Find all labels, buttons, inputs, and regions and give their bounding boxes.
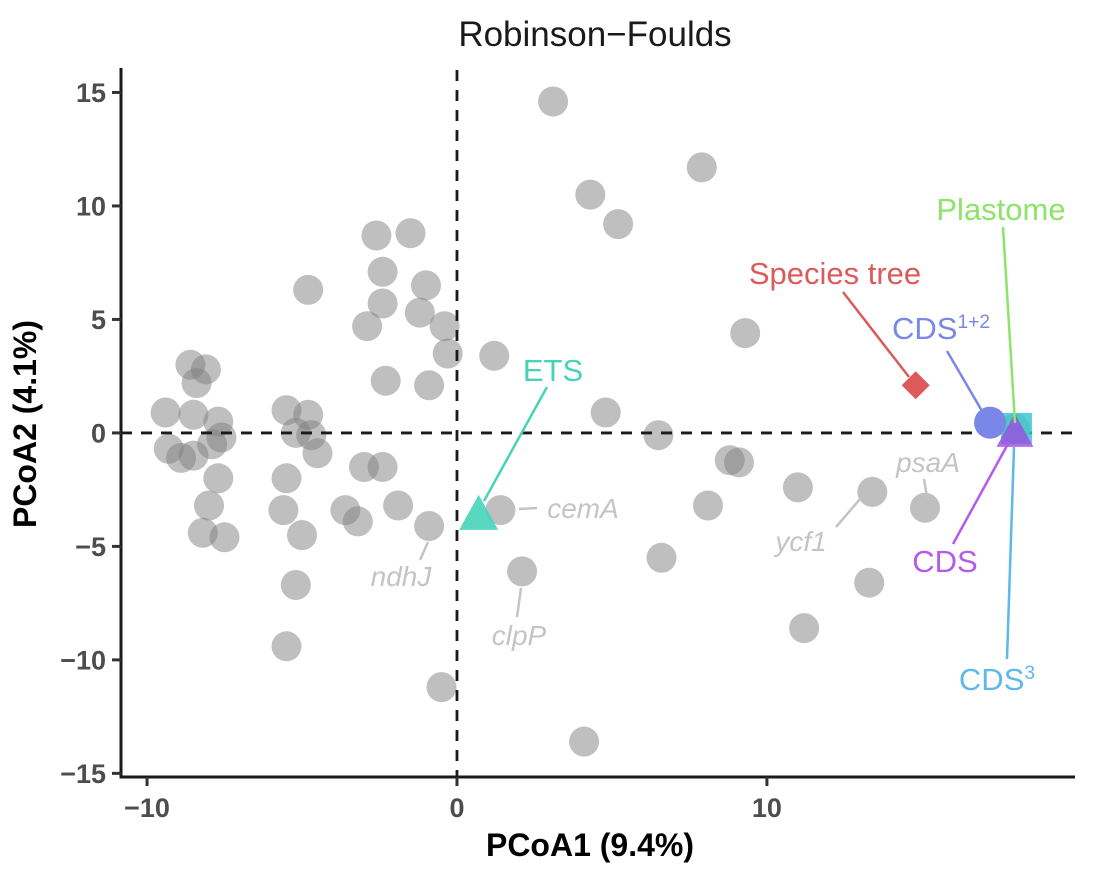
gray-point <box>206 422 237 453</box>
gray-point <box>910 492 940 523</box>
gray-point <box>271 463 302 494</box>
gray-point <box>414 370 445 401</box>
gray-point <box>782 472 813 503</box>
gray-point <box>395 218 426 249</box>
cds1-2-callout-line <box>945 350 984 412</box>
gene-ycf1-label: ycf1 <box>773 526 826 557</box>
gray-point <box>404 297 435 328</box>
gray-point <box>268 495 299 526</box>
gene-psaa-label: psaA <box>895 447 960 478</box>
ets-label: ETS <box>523 353 583 388</box>
plastome-callout-line <box>1001 226 1017 424</box>
gene-clpp-label: clpP <box>492 620 547 651</box>
gray-point <box>370 365 401 396</box>
gray-point <box>367 288 398 319</box>
axes-layer: −10 0 10 15 10 5 0 −5 −10 −15 <box>60 68 1075 823</box>
gray-point <box>411 270 441 301</box>
gray-point <box>485 495 516 526</box>
gray-point <box>479 340 510 371</box>
gray-point <box>203 463 234 494</box>
ets-callout-line <box>482 386 549 502</box>
gray-point <box>426 672 457 703</box>
y-tick-label: 10 <box>76 191 106 221</box>
gene-ycf1-callout-line <box>835 498 861 528</box>
y-tick-label: −10 <box>60 645 106 675</box>
ets-marker <box>459 494 499 530</box>
gray-point <box>361 220 392 251</box>
cds3-callout-line <box>1005 446 1016 660</box>
gray-point <box>854 567 885 598</box>
species-tree-marker <box>901 371 930 400</box>
gray-point <box>287 520 317 551</box>
y-tick-label: 15 <box>76 78 106 108</box>
gray-point <box>342 506 373 537</box>
gray-point <box>569 726 600 757</box>
gene-ndhj-label: ndhJ <box>371 561 433 592</box>
gray-point <box>209 522 240 553</box>
gray-point <box>789 613 820 644</box>
gray-point <box>352 311 383 342</box>
method-markers-layer <box>459 371 1034 530</box>
gray-point <box>280 570 311 600</box>
gene-ndhj-callout-line <box>418 541 430 561</box>
cds-callout-line <box>951 441 1011 545</box>
gray-point <box>367 256 398 287</box>
y-tick-label: −5 <box>75 532 106 562</box>
annotations-layer: ETS Species tree CDS1+2 Plastome CDS CDS3 cemA… <box>371 192 1066 697</box>
gene-psaa-callout-line <box>922 478 929 498</box>
x-axis-title: PCoA1 (9.4%) <box>486 827 694 863</box>
cds-marker <box>996 413 1034 447</box>
gray-point <box>150 397 181 428</box>
gray-point <box>432 338 463 369</box>
gray-point <box>603 209 634 240</box>
species-tree-callout-line <box>842 291 910 378</box>
gray-point <box>730 318 761 349</box>
plot-title: Robinson−Foulds <box>458 15 731 54</box>
gray-point <box>271 631 302 662</box>
x-tick-label: −10 <box>124 793 170 823</box>
cds1-2-label: CDS1+2 <box>892 311 990 346</box>
y-tick-label: 5 <box>91 305 106 335</box>
x-tick-label: 10 <box>752 793 782 823</box>
gray-point <box>302 438 333 469</box>
gray-point <box>538 86 569 117</box>
gene-clpp-callout-line <box>515 587 523 618</box>
gray-point <box>383 490 414 521</box>
gray-point <box>857 476 888 507</box>
gray-point <box>693 490 723 521</box>
y-tick-label: −15 <box>60 759 106 789</box>
gray-points-layer <box>150 86 940 757</box>
y-tick-label: 0 <box>91 418 106 448</box>
gray-point <box>686 152 717 183</box>
gray-point <box>507 556 538 587</box>
x-tick-label: 0 <box>449 793 464 823</box>
gray-point <box>414 511 445 541</box>
gray-point <box>646 542 677 573</box>
gray-point <box>643 420 674 451</box>
plastome-label: Plastome <box>936 192 1065 227</box>
gray-point <box>429 311 460 342</box>
gray-point <box>194 490 224 521</box>
gray-point <box>181 368 212 398</box>
gray-point <box>293 274 324 305</box>
gray-point <box>590 397 621 428</box>
reference-lines-layer <box>121 70 1075 777</box>
gray-point <box>575 179 606 210</box>
y-axis-title: PCoA2 (4.1%) <box>7 320 43 528</box>
gene-cema-label: cemA <box>547 493 619 524</box>
species-tree-label: Species tree <box>749 256 921 291</box>
gene-cema-callout-line <box>518 506 538 511</box>
gray-point <box>724 447 754 478</box>
gray-point <box>367 452 398 482</box>
gray-point <box>178 399 209 430</box>
cds3-label: CDS3 <box>959 662 1035 697</box>
cds1-2-marker <box>974 406 1007 439</box>
cds-label: CDS <box>912 544 977 579</box>
